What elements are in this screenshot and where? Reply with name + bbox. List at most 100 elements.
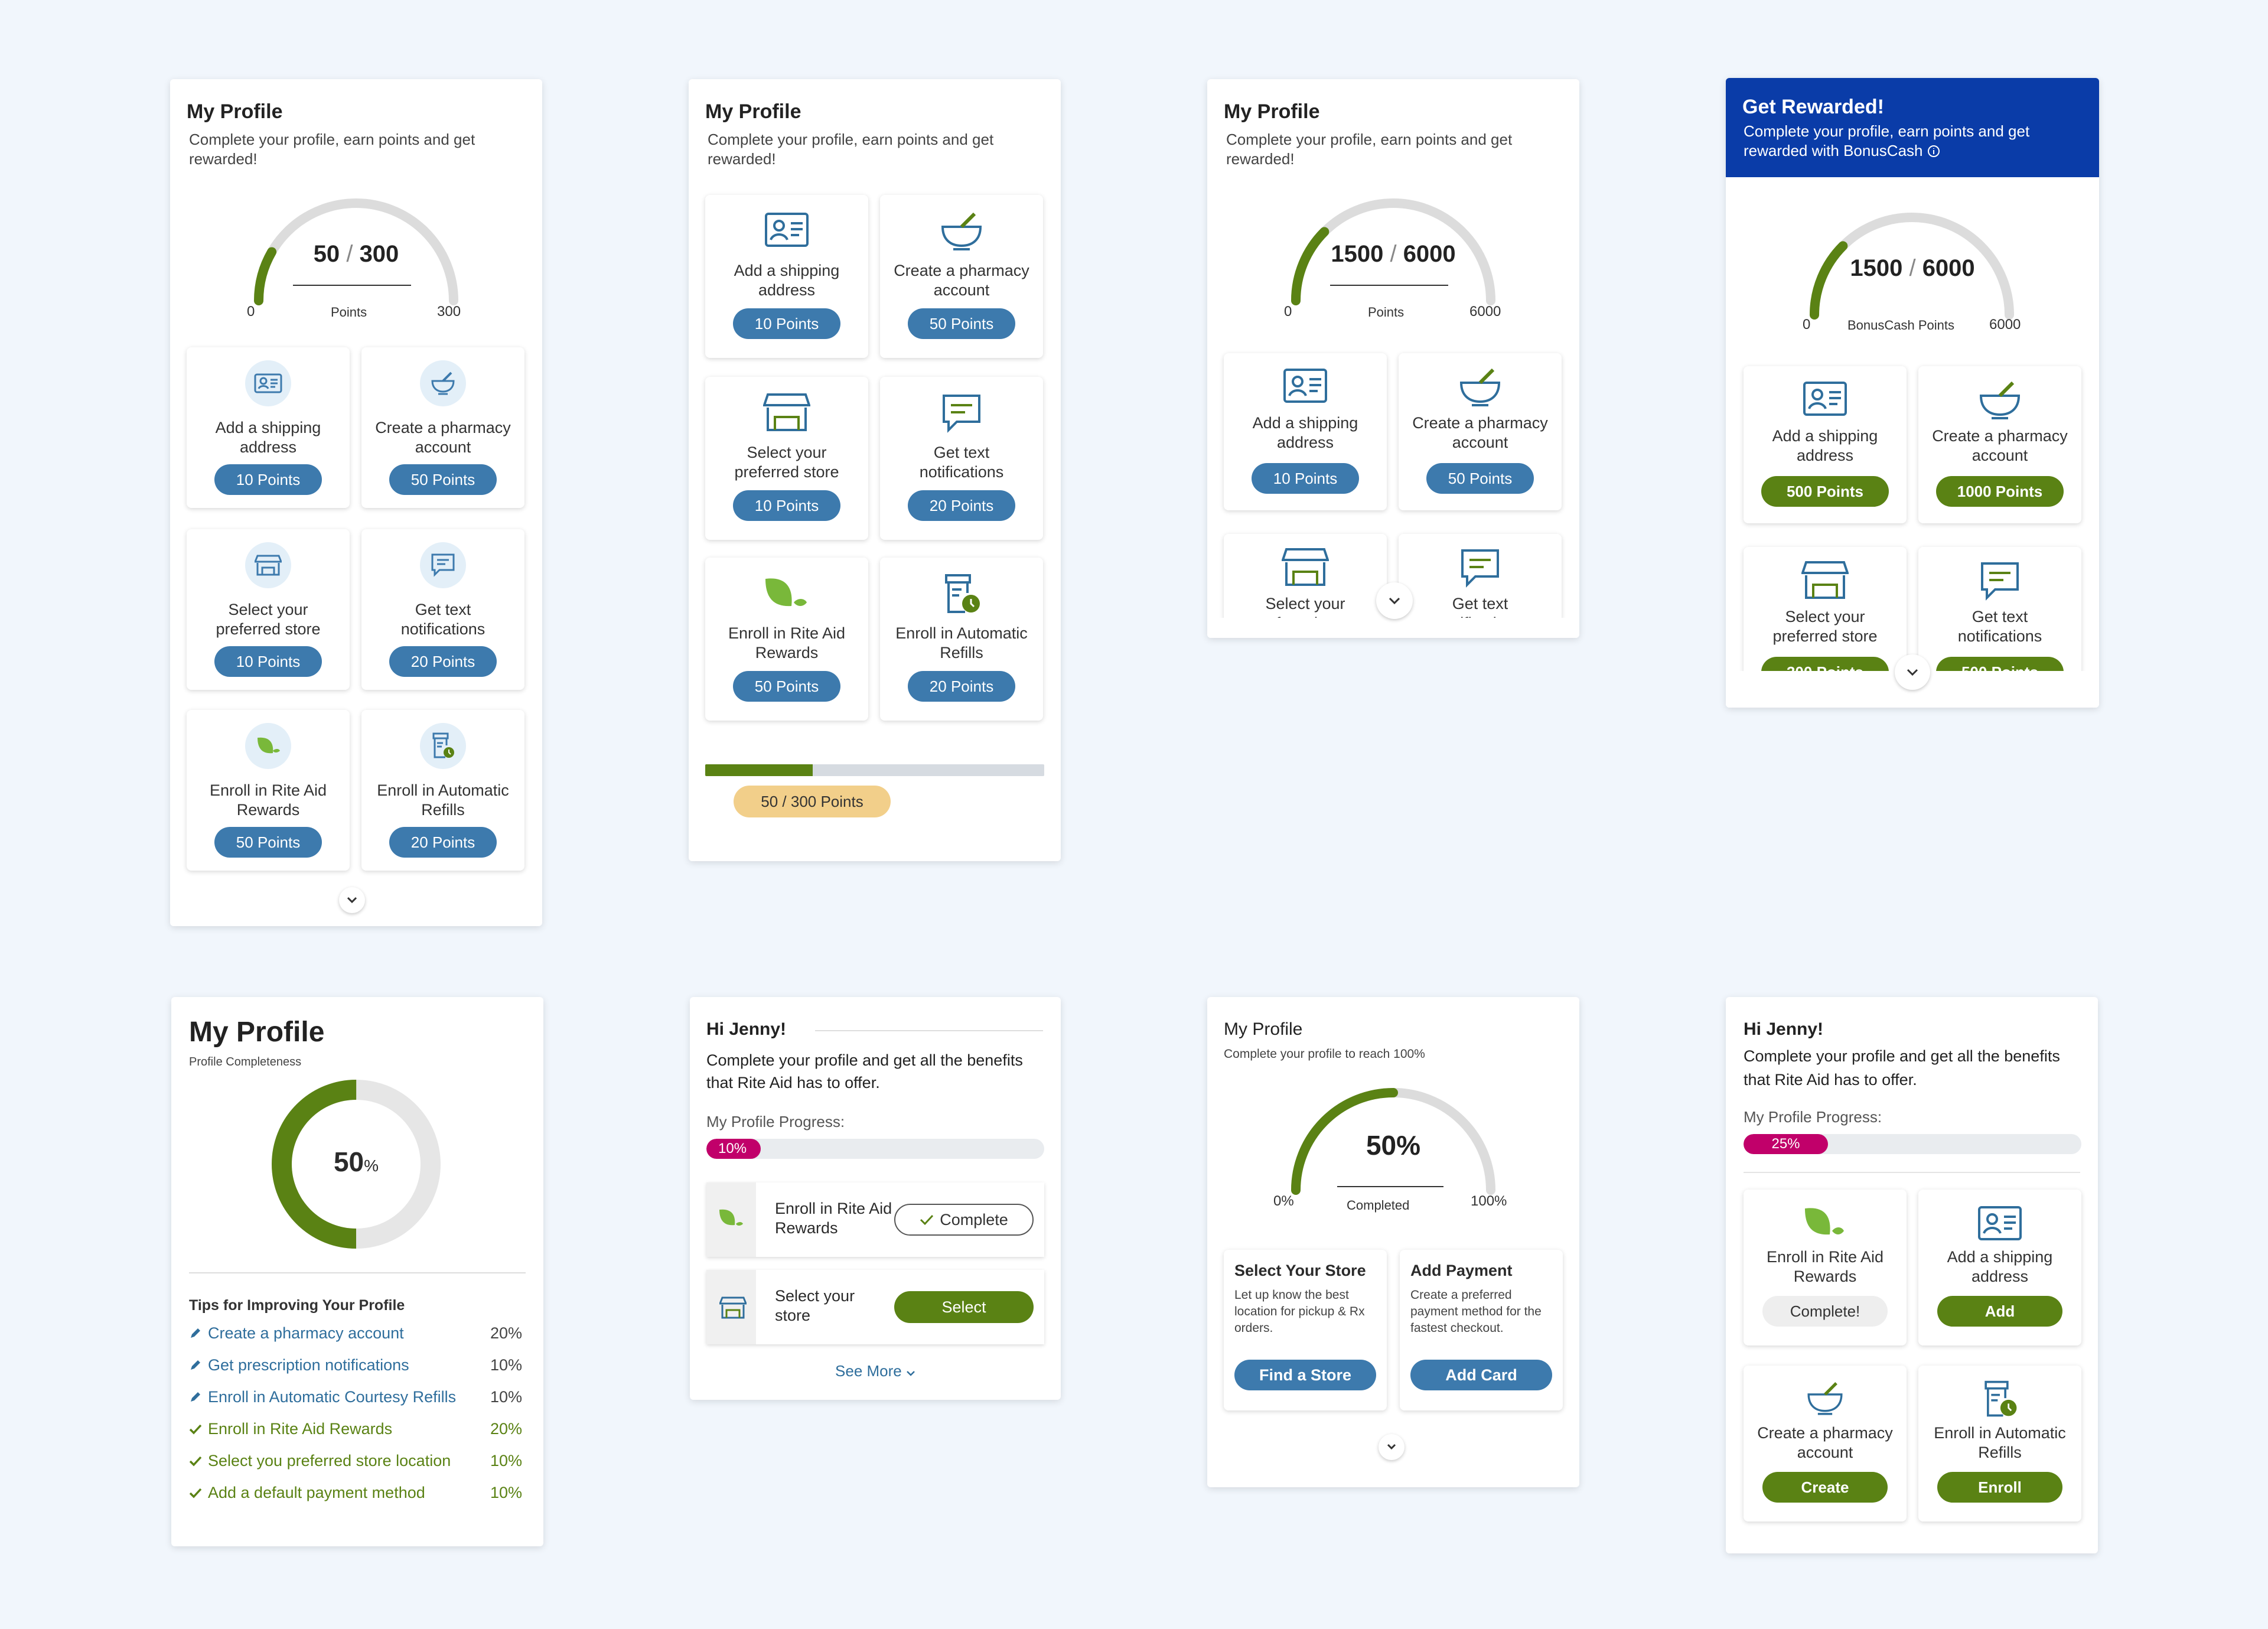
tip-text: Select you preferred store location: [208, 1452, 451, 1470]
expand-chevron-button[interactable]: [1376, 582, 1413, 619]
tile-pharmacy-account[interactable]: Create a pharmacy account 50 Points: [1399, 353, 1562, 510]
tile-shipping-address[interactable]: Add a shipping address 500 Points: [1744, 366, 1907, 523]
points-badge[interactable]: 500 Points: [1761, 476, 1889, 507]
tile-auto-refills[interactable]: Enroll in Automatic Refills Enroll: [1918, 1366, 2081, 1522]
chat-icon: [943, 395, 980, 433]
gauge-fill: [1810, 241, 1848, 320]
divider: [1744, 1172, 2080, 1173]
tile-pharmacy-account[interactable]: Create a pharmacy account 50 Points: [880, 195, 1043, 358]
expand-chevron-button[interactable]: [1379, 1434, 1405, 1460]
add-card-button[interactable]: Add Card: [1410, 1360, 1552, 1390]
card-subtitle: Complete your profile, earn points and g…: [189, 131, 475, 168]
pencil-icon: [191, 1360, 200, 1370]
tip-item[interactable]: Enroll in Automatic Courtesy Refills 10%: [189, 1388, 522, 1406]
mortar-pestle-icon: [420, 360, 466, 406]
points-badge[interactable]: 50 Points: [214, 827, 322, 858]
card-subtitle: Complete your profile, earn points and g…: [1226, 131, 1513, 168]
tile-label: Enroll in Automatic Refills: [377, 781, 509, 819]
mortar-pestle-icon: [941, 212, 982, 250]
complete-button[interactable]: Complete: [894, 1204, 1034, 1236]
tile-rewards[interactable]: Enroll in Rite Aid Rewards Complete!: [1744, 1190, 1907, 1345]
tile-label: Add a shipping address: [215, 419, 321, 456]
tip-text: Create a pharmacy account: [208, 1324, 404, 1342]
points-badge[interactable]: 20 Points: [389, 827, 497, 858]
task-row-rewards[interactable]: Enroll in Rite Aid Rewards Complete: [706, 1182, 1044, 1257]
tile-label: Select your preferred store: [1772, 608, 1878, 645]
points-badge[interactable]: 10 Points: [733, 490, 840, 521]
tip-item[interactable]: Get prescription notifications 10%: [189, 1356, 522, 1374]
tile-rewards[interactable]: Enroll in Rite Aid Rewards 50 Points: [705, 558, 868, 721]
points-badge[interactable]: 50 Points: [1426, 463, 1534, 494]
tile-text-notifications[interactable]: Get text notifications 20 Points: [361, 529, 524, 690]
store-icon: [1282, 548, 1329, 586]
tile-rewards[interactable]: Enroll in Rite Aid Rewards 50 Points: [187, 710, 350, 871]
see-more-link[interactable]: See More: [690, 1362, 1061, 1380]
tips-title: Tips for Improving Your Profile: [189, 1297, 405, 1314]
address-card-icon: [1978, 1206, 2022, 1240]
points-badge[interactable]: 10 Points: [733, 308, 840, 339]
points-badge[interactable]: 20 Points: [908, 490, 1015, 521]
tile-pharmacy-account[interactable]: Create a pharmacy account 1000 Points: [1918, 366, 2081, 523]
points-badge[interactable]: 50 Points: [389, 464, 497, 495]
tile-auto-refills[interactable]: Enroll in Automatic Refills 20 Points: [880, 558, 1043, 721]
tile-preferred-store[interactable]: Select your preferred store 10 Points: [187, 529, 350, 690]
tile-label: Enroll in Rite Aid Rewards: [1766, 1248, 1884, 1285]
scroll-fade: [1207, 618, 1579, 638]
gauge-unit-label: Points: [1368, 305, 1405, 320]
tile-auto-refills[interactable]: Enroll in Automatic Refills 20 Points: [361, 710, 524, 871]
expand-chevron-button[interactable]: [1895, 654, 1930, 690]
tile-shipping-address[interactable]: Add a shipping address Add: [1918, 1190, 2081, 1345]
refill-bottle-icon: [1984, 1380, 2017, 1417]
tip-percent: 20%: [490, 1324, 522, 1342]
gauge-min-label: 0: [247, 304, 255, 320]
points-badge[interactable]: 50 Points: [733, 671, 840, 702]
tile-shipping-address[interactable]: Add a shipping address 10 Points: [705, 195, 868, 358]
tile-shipping-address[interactable]: Add a shipping address 10 Points: [1224, 353, 1387, 510]
tip-percent: 10%: [490, 1388, 522, 1406]
tile-label: Create a pharmacy account: [375, 419, 511, 456]
gauge-value: 1500 / 6000: [1331, 241, 1456, 267]
add-button[interactable]: Add: [1937, 1296, 2062, 1327]
profile-progress-fill: 25%: [1744, 1134, 1828, 1154]
tile-label: Enroll in Automatic Refills: [1934, 1424, 2066, 1461]
tile-preferred-store[interactable]: Select your preferred store 10 Points: [705, 377, 868, 540]
tile-label: Create a pharmacy account: [1932, 427, 2068, 464]
points-badge[interactable]: 50 Points: [908, 308, 1015, 339]
gauge-fill: [254, 247, 277, 305]
card-subtitle: Complete your profile and get all the be…: [706, 1051, 1023, 1092]
address-card-icon: [1283, 369, 1327, 403]
points-badge[interactable]: 20 Points: [908, 671, 1015, 702]
progress-label: My Profile Progress:: [706, 1113, 845, 1130]
donut-value: 50%: [333, 1146, 379, 1177]
tip-percent: 10%: [490, 1356, 522, 1374]
tile-text-notifications[interactable]: Get text notifications 20 Points: [880, 377, 1043, 540]
chat-icon: [1981, 562, 2019, 601]
points-badge[interactable]: 10 Points: [214, 464, 322, 495]
address-card-icon: [765, 213, 809, 247]
tip-item[interactable]: Create a pharmacy account 20%: [189, 1324, 522, 1343]
profile-progress-track: 25%: [1744, 1134, 2081, 1154]
points-badge[interactable]: 10 Points: [1252, 463, 1359, 494]
tile-shipping-address[interactable]: Add a shipping address 10 Points: [187, 347, 350, 508]
tile-pharmacy-account[interactable]: Create a pharmacy account 50 Points: [361, 347, 524, 508]
progress-label: My Profile Progress:: [1744, 1108, 1882, 1126]
find-store-button[interactable]: Find a Store: [1234, 1360, 1376, 1390]
store-icon: [763, 393, 810, 431]
enroll-button[interactable]: Enroll: [1937, 1472, 2062, 1503]
leaf-icon: [765, 578, 807, 607]
gauge-divider: [1337, 1186, 1443, 1187]
points-progress-track: [705, 764, 1044, 776]
gauge-max-label: 100%: [1471, 1193, 1507, 1209]
greeting-tiles-card: Hi Jenny! Complete your profile and get …: [1726, 997, 2098, 1553]
info-icon[interactable]: [1927, 145, 1940, 158]
card-title: My Profile: [705, 100, 801, 123]
points-badge[interactable]: 1000 Points: [1936, 476, 2064, 507]
points-badge[interactable]: 10 Points: [214, 646, 322, 677]
points-badge[interactable]: 20 Points: [389, 646, 497, 677]
expand-chevron-button[interactable]: [339, 887, 365, 913]
tile-pharmacy-account[interactable]: Create a pharmacy account Create: [1744, 1366, 1907, 1522]
create-button[interactable]: Create: [1762, 1472, 1888, 1503]
profile-completeness-card: My Profile Profile Completeness 50% Tips…: [171, 997, 543, 1546]
select-button[interactable]: Select: [894, 1291, 1034, 1323]
task-row-store[interactable]: Select your store Select: [706, 1270, 1044, 1344]
